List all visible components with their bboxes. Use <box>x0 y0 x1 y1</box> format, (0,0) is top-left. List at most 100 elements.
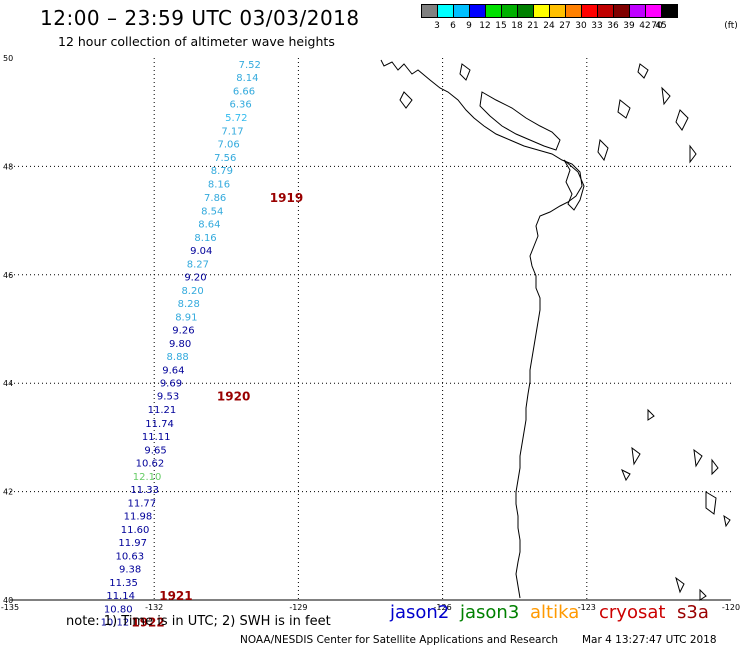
color-scale-label: 42 <box>639 21 651 31</box>
satellite-legend-item: cryosat <box>599 602 666 623</box>
page-subtitle: 12 hour collection of altimeter wave hei… <box>58 34 335 49</box>
swh-reading: 12.10 <box>133 472 162 483</box>
swh-reading: 11.35 <box>109 578 138 589</box>
lake <box>705 491 717 515</box>
swh-reading: 11.97 <box>118 538 147 549</box>
satellite-legend-item: jason2 <box>390 602 450 623</box>
color-scale-label: 24 <box>543 21 555 31</box>
swh-reading: 9.53 <box>157 392 179 403</box>
page-title: 12:00 – 23:59 UTC 03/03/2018 <box>40 6 360 30</box>
lake <box>723 514 731 528</box>
color-scale-label: 70 <box>651 21 663 31</box>
color-scale-label: 30 <box>575 21 587 31</box>
swh-reading: 9.04 <box>190 246 212 257</box>
color-scale-label: 45 <box>655 21 667 31</box>
swh-reading: 9.20 <box>184 272 206 283</box>
color-scale-label: 39 <box>623 21 635 31</box>
color-scale-swatch <box>661 4 678 18</box>
swh-reading: 9.65 <box>144 445 166 456</box>
swh-reading: 8.91 <box>175 313 197 324</box>
lake <box>675 576 685 594</box>
color-scale-label: 9 <box>466 21 472 31</box>
lon-label: -120 <box>722 603 740 612</box>
time-mark: 1920 <box>217 390 250 404</box>
swh-reading: 10.63 <box>115 552 144 563</box>
lake <box>621 468 631 482</box>
lat-label: 46 <box>3 271 13 280</box>
swh-reading: 8.64 <box>198 219 220 230</box>
vancouver-island <box>479 91 561 151</box>
color-scale-label: 12 <box>479 21 491 31</box>
lat-label: 44 <box>3 379 13 388</box>
swh-reading: 9.80 <box>169 339 191 350</box>
swh-reading: 11.60 <box>121 525 150 536</box>
lake <box>661 86 671 106</box>
lake <box>647 408 655 421</box>
swh-reading: 6.36 <box>230 100 252 111</box>
swh-reading: 8.16 <box>208 180 230 191</box>
swh-reading: 8.88 <box>167 352 189 363</box>
lon-label: -123 <box>578 603 596 612</box>
swh-reading: 9.69 <box>160 379 182 390</box>
lake <box>689 144 697 164</box>
swh-reading: 10.80 <box>104 605 133 616</box>
lake <box>675 109 689 131</box>
island <box>459 63 471 81</box>
swh-reading: 7.56 <box>214 153 236 164</box>
satellite-legend-item: s3a <box>677 602 709 623</box>
lake <box>699 588 707 601</box>
swh-reading: 7.86 <box>204 193 226 204</box>
lat-label: 42 <box>3 488 13 497</box>
satellite-legend-item: jason3 <box>460 602 520 623</box>
island <box>617 99 631 119</box>
swh-reading: 9.38 <box>119 565 141 576</box>
swh-reading: 11.11 <box>142 432 171 443</box>
lake <box>693 448 703 468</box>
puget-sound <box>563 159 585 211</box>
footer-timestamp: Mar 4 13:27:47 UTC 2018 <box>582 634 717 646</box>
swh-reading: 8.28 <box>178 299 200 310</box>
swh-reading: 6.66 <box>233 87 255 98</box>
swh-reading: 9.26 <box>172 326 194 337</box>
swh-reading: 8.27 <box>187 259 209 270</box>
lake <box>631 446 641 466</box>
color-scale-label: 27 <box>559 21 571 31</box>
lat-label: 40 <box>3 596 13 605</box>
lon-label: -129 <box>289 603 307 612</box>
color-scale-label: 33 <box>591 21 603 31</box>
color-scale-label: 36 <box>607 21 619 31</box>
lat-label: 48 <box>3 162 13 171</box>
coastline <box>380 59 583 599</box>
color-scale-bar <box>421 4 678 18</box>
swh-reading: 10.12 <box>101 618 130 629</box>
lake <box>711 458 719 476</box>
color-scale-label: 6 <box>450 21 456 31</box>
footer-note: note: 1) Time is in UTC; 2) SWH is in fe… <box>66 614 331 629</box>
swh-reading: 8.79 <box>211 166 233 177</box>
swh-reading: 5.72 <box>225 113 247 124</box>
swh-reading: 11.98 <box>124 511 153 522</box>
lat-label: 50 <box>3 54 13 63</box>
swh-reading: 8.54 <box>201 206 223 217</box>
swh-reading: 8.16 <box>194 233 216 244</box>
lake <box>637 63 649 79</box>
lon-label: -126 <box>434 603 452 612</box>
swh-reading: 11.14 <box>106 591 135 602</box>
color-scale-label: 15 <box>495 21 507 31</box>
lon-label: -132 <box>145 603 163 612</box>
lon-label: -135 <box>1 603 19 612</box>
color-scale-label: 18 <box>511 21 523 31</box>
swh-reading: 10.62 <box>136 458 165 469</box>
swh-reading: 11.77 <box>127 498 156 509</box>
color-scale-label: 21 <box>527 21 539 31</box>
time-mark: 1921 <box>159 589 192 603</box>
time-mark: 1922 <box>131 616 164 630</box>
swh-reading: 7.17 <box>221 127 243 138</box>
color-scale-labels: 3 6 9 12 15 18 21 24 27 30 33 36 39 42 45 70 <box>421 18 677 34</box>
satellite-legend-item: altika <box>530 602 580 623</box>
swh-reading: 7.06 <box>217 140 239 151</box>
scale-unit-label: (ft) <box>724 21 738 31</box>
time-mark: 1919 <box>270 191 303 205</box>
color-scale-label: 3 <box>434 21 440 31</box>
